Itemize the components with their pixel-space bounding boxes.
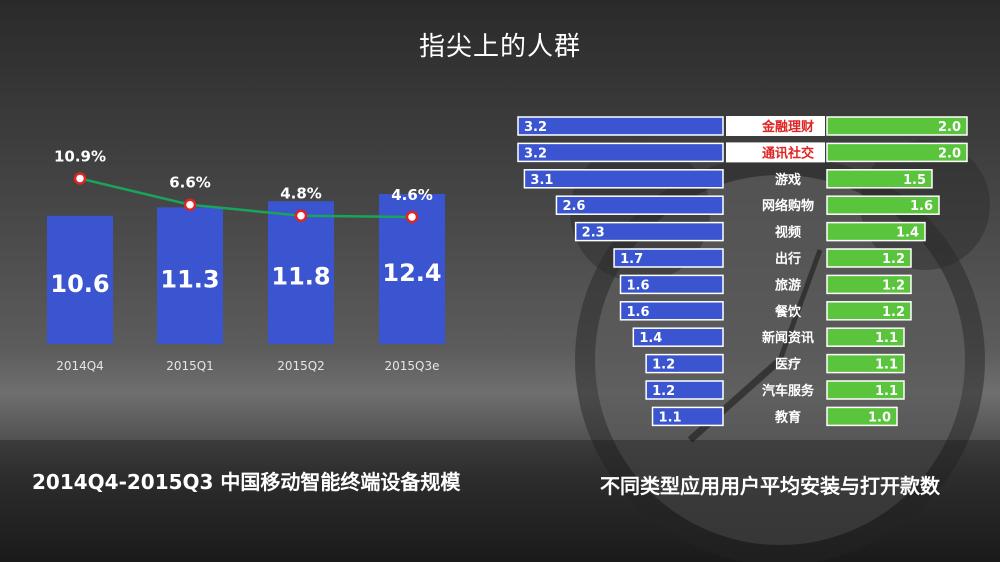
x-tick-label: 2015Q3e — [384, 359, 439, 373]
category-label: 出行 — [775, 251, 801, 267]
app-install-subtitle: 不同类型应用用户平均安装与打开款数 — [600, 474, 940, 498]
growth-point — [73, 172, 87, 185]
category-label: 汽车服务 — [762, 383, 815, 399]
install-value: 2.3 — [582, 226, 605, 241]
growth-point — [183, 198, 197, 211]
category-label: 金融理财 — [761, 119, 814, 135]
open-value: 1.1 — [875, 358, 898, 373]
category-highlight-box — [726, 142, 825, 163]
install-bar — [574, 221, 724, 242]
open-value: 1.6 — [910, 199, 933, 214]
device-bar-value: 11.8 — [271, 263, 330, 291]
open-bar — [826, 221, 926, 242]
install-value: 1.6 — [627, 305, 650, 320]
category-highlight-box — [726, 116, 825, 136]
device-scale-subtitle: 2014Q4-2015Q3 中国移动智能终端设备规模 — [32, 470, 461, 494]
open-bar — [826, 195, 940, 215]
install-bar — [651, 406, 724, 427]
open-bar — [826, 116, 968, 136]
open-value: 1.1 — [875, 331, 898, 346]
category-label: 餐饮 — [774, 304, 802, 320]
growth-point — [405, 210, 419, 224]
open-value: 1.1 — [875, 384, 898, 399]
open-value: 2.0 — [938, 146, 961, 161]
category-label: 网络购物 — [762, 198, 814, 214]
install-bar — [523, 169, 724, 189]
growth-label: 4.6% — [391, 186, 433, 204]
device-bar — [157, 207, 223, 344]
x-tick-label: 2015Q2 — [277, 359, 325, 373]
install-value: 3.2 — [524, 146, 547, 161]
open-value: 1.2 — [882, 252, 905, 267]
install-bar — [613, 248, 724, 268]
x-tick-label: 2015Q1 — [166, 359, 214, 373]
category-label: 医疗 — [775, 357, 801, 373]
device-bar-value: 10.6 — [50, 270, 109, 298]
open-value: 1.4 — [896, 226, 919, 241]
open-bar — [826, 406, 898, 427]
install-bar — [645, 380, 724, 400]
open-value: 2.0 — [938, 120, 961, 135]
install-bar — [632, 327, 724, 347]
open-value: 1.2 — [882, 278, 905, 293]
open-bar — [826, 169, 933, 189]
x-tick-label: 2014Q4 — [56, 359, 104, 373]
install-value: 3.2 — [524, 120, 547, 135]
install-value: 1.7 — [620, 252, 643, 267]
growth-point — [294, 209, 308, 222]
growth-label: 10.9% — [54, 148, 106, 166]
install-value: 1.4 — [639, 331, 662, 346]
device-bar-value: 11.3 — [160, 266, 219, 294]
install-bar — [555, 195, 724, 215]
category-label: 新闻资讯 — [762, 330, 814, 346]
open-bar — [826, 380, 905, 400]
install-bar — [645, 353, 724, 374]
install-bar — [517, 116, 724, 136]
install-value: 1.1 — [659, 410, 682, 425]
device-bar — [268, 201, 334, 344]
install-bar — [517, 142, 724, 163]
open-value: 1.0 — [868, 410, 891, 425]
open-bar — [826, 142, 968, 163]
open-bar — [826, 327, 905, 347]
open-bar — [826, 301, 912, 321]
open-bar — [826, 353, 905, 374]
device-bar — [47, 215, 113, 344]
category-label: 通讯社交 — [762, 145, 814, 161]
growth-label: 4.8% — [280, 185, 322, 203]
category-label: 视频 — [775, 225, 801, 241]
install-value: 1.2 — [652, 384, 675, 399]
install-value: 3.1 — [530, 173, 553, 188]
growth-line — [79, 177, 413, 219]
growth-label: 6.6% — [169, 174, 211, 192]
install-bar — [619, 274, 724, 295]
open-bar — [826, 248, 912, 268]
category-label: 游戏 — [775, 172, 801, 188]
open-value: 1.2 — [882, 305, 905, 320]
category-label: 旅游 — [775, 277, 801, 293]
category-label: 教育 — [774, 409, 801, 425]
page-title: 指尖上的人群 — [418, 32, 581, 62]
install-value: 2.6 — [562, 199, 585, 214]
install-bar — [619, 301, 724, 321]
install-value: 1.6 — [627, 278, 650, 293]
install-value: 1.2 — [652, 358, 675, 373]
open-value: 1.5 — [903, 173, 926, 188]
device-bar-value: 12.4 — [382, 259, 441, 287]
open-bar — [826, 274, 912, 295]
